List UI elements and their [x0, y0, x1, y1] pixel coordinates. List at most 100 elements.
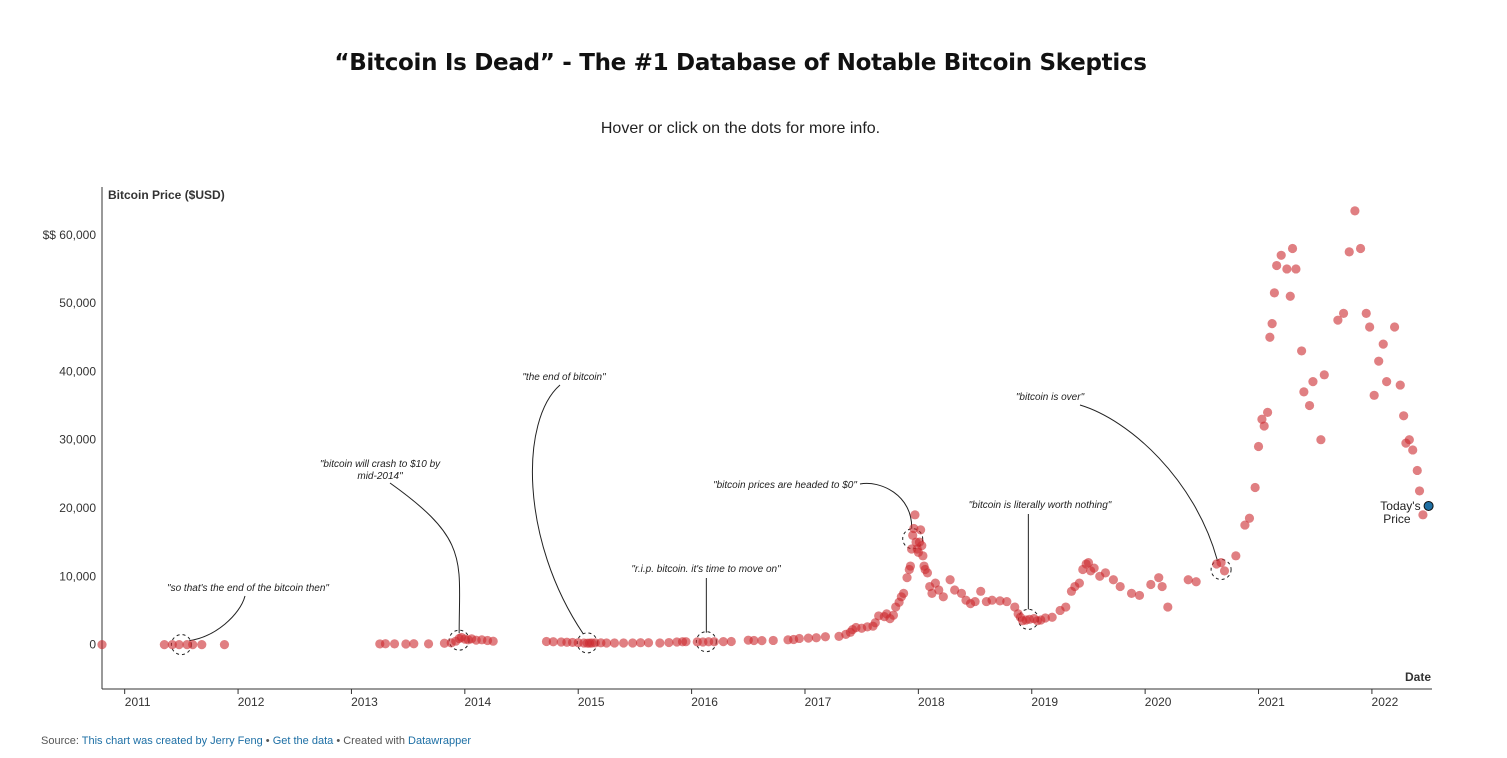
data-point[interactable]: [664, 637, 674, 648]
data-point[interactable]: [917, 540, 927, 551]
data-point[interactable]: [1361, 308, 1371, 318]
data-point[interactable]: [888, 610, 899, 620]
data-point[interactable]: [1412, 465, 1422, 476]
data-point[interactable]: [709, 637, 719, 647]
data-point[interactable]: [1350, 206, 1360, 216]
data-point[interactable]: [1374, 356, 1384, 366]
data-point[interactable]: [1287, 243, 1298, 254]
data-point[interactable]: [870, 618, 880, 628]
data-point[interactable]: [1408, 445, 1418, 455]
data-point[interactable]: [945, 575, 955, 585]
data-point[interactable]: [1269, 288, 1279, 298]
data-point[interactable]: [987, 595, 997, 605]
data-point[interactable]: [1262, 407, 1273, 417]
data-point[interactable]: [1316, 435, 1326, 445]
today-price-dot[interactable]: [1423, 500, 1434, 511]
data-point[interactable]: [768, 635, 778, 646]
data-point[interactable]: [1146, 579, 1156, 590]
data-point[interactable]: [1333, 315, 1343, 325]
data-point[interactable]: [930, 578, 940, 588]
data-point[interactable]: [159, 640, 169, 650]
data-point[interactable]: [757, 636, 767, 646]
data-point[interactable]: [1010, 602, 1020, 612]
data-point[interactable]: [908, 530, 918, 540]
data-point[interactable]: [1308, 377, 1318, 387]
data-point[interactable]: [609, 638, 620, 648]
data-point[interactable]: [1365, 322, 1375, 332]
get-data-link[interactable]: Get the data: [272, 735, 334, 747]
data-point[interactable]: [1089, 563, 1099, 573]
data-point[interactable]: [1389, 322, 1400, 332]
data-point[interactable]: [1002, 596, 1012, 607]
data-point[interactable]: [1369, 390, 1379, 400]
data-point[interactable]: [1231, 551, 1241, 561]
data-point[interactable]: [726, 636, 736, 647]
data-point[interactable]: [820, 632, 830, 642]
data-point[interactable]: [1285, 291, 1295, 301]
data-point[interactable]: [1304, 400, 1315, 411]
data-point[interactable]: [1344, 247, 1354, 257]
data-point[interactable]: [635, 638, 646, 648]
data-point[interactable]: [97, 640, 107, 650]
data-point[interactable]: [1134, 590, 1145, 601]
data-point[interactable]: [409, 639, 419, 649]
data-point[interactable]: [219, 640, 230, 650]
data-point[interactable]: [1061, 602, 1071, 612]
data-point[interactable]: [1219, 566, 1230, 576]
data-point[interactable]: [1267, 318, 1277, 329]
data-point[interactable]: [1272, 260, 1282, 271]
data-point[interactable]: [794, 633, 804, 644]
data-point[interactable]: [1157, 581, 1167, 592]
data-point[interactable]: [811, 633, 821, 643]
data-point[interactable]: [1108, 575, 1118, 585]
data-point[interactable]: [970, 596, 980, 607]
data-point[interactable]: [643, 638, 654, 648]
data-point[interactable]: [1100, 568, 1111, 578]
data-point[interactable]: [1244, 513, 1255, 523]
data-point[interactable]: [976, 586, 986, 596]
data-point[interactable]: [1191, 577, 1201, 587]
data-point[interactable]: [1259, 421, 1269, 431]
data-point[interactable]: [681, 637, 691, 647]
data-point[interactable]: [401, 639, 411, 649]
data-point[interactable]: [548, 637, 558, 647]
data-point[interactable]: [1299, 387, 1309, 397]
data-point[interactable]: [934, 585, 944, 595]
data-point[interactable]: [1154, 573, 1164, 583]
data-point[interactable]: [1382, 377, 1392, 387]
data-point[interactable]: [1297, 346, 1307, 356]
data-point[interactable]: [1378, 339, 1388, 349]
data-point[interactable]: [956, 588, 967, 598]
data-point[interactable]: [197, 640, 207, 650]
data-point[interactable]: [1338, 308, 1349, 318]
data-point[interactable]: [910, 510, 920, 520]
data-point[interactable]: [938, 592, 948, 602]
data-point[interactable]: [380, 639, 391, 649]
data-point[interactable]: [618, 638, 629, 648]
data-point[interactable]: [718, 637, 728, 647]
data-point[interactable]: [1163, 602, 1173, 612]
data-point[interactable]: [389, 639, 400, 649]
data-point[interactable]: [1253, 441, 1264, 452]
data-point[interactable]: [1291, 264, 1301, 274]
data-point[interactable]: [995, 596, 1005, 606]
data-point[interactable]: [1319, 370, 1329, 380]
data-point[interactable]: [601, 638, 612, 648]
data-point[interactable]: [1282, 264, 1292, 274]
data-point[interactable]: [1183, 575, 1193, 585]
data-point[interactable]: [1395, 380, 1405, 390]
data-point[interactable]: [1216, 558, 1226, 568]
data-point[interactable]: [628, 638, 638, 648]
data-point[interactable]: [1074, 578, 1084, 588]
data-point[interactable]: [905, 561, 916, 571]
data-point[interactable]: [902, 573, 912, 583]
data-point[interactable]: [1399, 411, 1409, 421]
data-point[interactable]: [1414, 486, 1425, 496]
data-point[interactable]: [927, 588, 937, 598]
data-point[interactable]: [1115, 581, 1125, 592]
data-point[interactable]: [899, 588, 909, 598]
datawrapper-link[interactable]: Datawrapper: [408, 735, 472, 747]
data-point[interactable]: [174, 640, 184, 650]
data-point[interactable]: [655, 638, 665, 648]
data-point[interactable]: [423, 639, 434, 649]
